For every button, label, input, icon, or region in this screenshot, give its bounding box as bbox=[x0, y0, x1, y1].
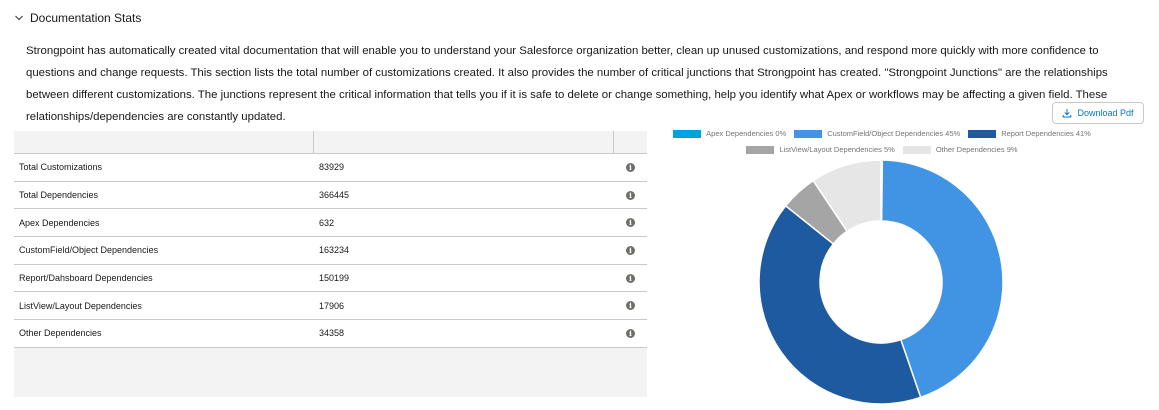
row-info-cell: i bbox=[614, 190, 647, 200]
info-icon[interactable]: i bbox=[626, 245, 635, 255]
legend-item[interactable]: Other Dependencies 9% bbox=[902, 145, 1018, 154]
row-label: Other Dependencies bbox=[19, 328, 102, 339]
row-label: Total Customizations bbox=[19, 162, 103, 173]
chart-legend: Apex Dependencies 0% CustomField/Object D… bbox=[662, 127, 1102, 159]
header-cell-value bbox=[314, 131, 614, 153]
legend-item[interactable]: Report Dependencies 41% bbox=[968, 129, 1091, 138]
row-label: Total Dependencies bbox=[19, 190, 99, 201]
legend-label: ListView/Layout Dependencies 5% bbox=[779, 145, 895, 154]
table-row: ListView/Layout Dependencies 17906 i bbox=[14, 292, 647, 321]
row-info-cell: i bbox=[614, 328, 647, 338]
legend-item[interactable]: ListView/Layout Dependencies 5% bbox=[746, 145, 895, 154]
table-row: CustomField/Object Dependencies 163234 i bbox=[14, 237, 647, 265]
row-info-cell: i bbox=[614, 245, 647, 255]
legend-item[interactable]: Apex Dependencies 0% bbox=[673, 129, 786, 138]
chevron-down-icon bbox=[15, 15, 23, 21]
row-info-cell: i bbox=[614, 162, 647, 172]
row-info-cell: i bbox=[614, 273, 647, 283]
info-icon[interactable]: i bbox=[626, 218, 635, 228]
row-value: 83929 bbox=[319, 162, 345, 173]
donut-slice[interactable] bbox=[758, 204, 922, 405]
row-value: 17906 bbox=[319, 300, 345, 311]
legend-swatch bbox=[794, 129, 823, 138]
table-row: Report/Dahsboard Dependencies 150199 i bbox=[14, 264, 647, 293]
legend-label: CustomField/Object Dependencies 45% bbox=[827, 129, 961, 138]
table-row: Total Dependencies 366445 i bbox=[14, 181, 647, 210]
info-icon[interactable]: i bbox=[626, 328, 635, 338]
download-pdf-button[interactable]: Download Pdf bbox=[1052, 102, 1144, 124]
row-value: 34358 bbox=[319, 328, 345, 339]
row-value: 150199 bbox=[319, 273, 350, 284]
legend-item[interactable]: CustomField/Object Dependencies 45% bbox=[794, 129, 960, 138]
legend-swatch bbox=[673, 129, 702, 138]
legend-swatch bbox=[968, 129, 997, 138]
row-value: 163234 bbox=[319, 245, 350, 256]
row-label: Apex Dependencies bbox=[19, 217, 100, 228]
row-info-cell: i bbox=[614, 218, 647, 228]
section-title: Documentation Stats bbox=[30, 11, 142, 25]
row-label: Report/Dahsboard Dependencies bbox=[19, 273, 153, 284]
info-icon[interactable]: i bbox=[626, 162, 635, 172]
row-info-cell: i bbox=[614, 301, 647, 311]
info-icon[interactable]: i bbox=[626, 190, 635, 200]
header-cell-info bbox=[614, 131, 647, 153]
legend-swatch bbox=[746, 145, 775, 154]
header-cell-name bbox=[14, 131, 314, 153]
legend-swatch bbox=[902, 145, 931, 154]
row-value: 366445 bbox=[319, 190, 350, 201]
dependencies-donut-chart bbox=[758, 159, 1004, 405]
download-icon bbox=[1063, 109, 1072, 118]
download-pdf-label: Download Pdf bbox=[1077, 108, 1134, 118]
donut-slice[interactable] bbox=[880, 159, 1004, 399]
row-label: CustomField/Object Dependencies bbox=[19, 245, 159, 256]
row-label: ListView/Layout Dependencies bbox=[19, 300, 142, 311]
section-toggle[interactable]: Documentation Stats bbox=[14, 9, 141, 27]
section-description: Strongpoint has automatically created vi… bbox=[26, 45, 1108, 123]
stats-table: Total Customizations 83929 i Total Dependen… bbox=[14, 131, 647, 397]
legend-label: Report Dependencies 41% bbox=[1001, 129, 1091, 138]
table-row: Other Dependencies 34358 i bbox=[14, 320, 647, 348]
legend-label: Apex Dependencies 0% bbox=[706, 129, 787, 138]
table-row: Apex Dependencies 632 i bbox=[14, 209, 647, 238]
donut-slice[interactable] bbox=[812, 159, 882, 233]
info-icon[interactable]: i bbox=[626, 273, 635, 283]
table-header bbox=[14, 131, 647, 154]
info-icon[interactable]: i bbox=[626, 301, 635, 311]
table-row: Total Customizations 83929 i bbox=[14, 154, 647, 182]
legend-label: Other Dependencies 9% bbox=[935, 145, 1018, 154]
row-value: 632 bbox=[319, 217, 335, 228]
